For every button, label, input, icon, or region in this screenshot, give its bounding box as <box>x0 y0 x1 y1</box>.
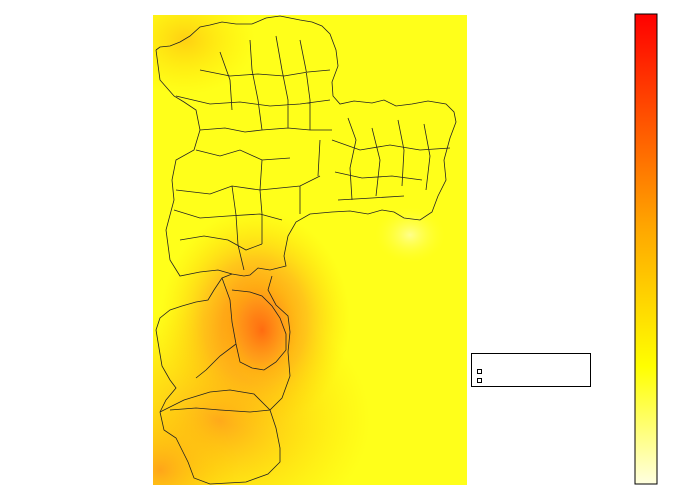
destination-swatch-icon <box>477 377 482 383</box>
district-boundaries <box>155 15 457 485</box>
colorbar-gradient <box>634 13 658 485</box>
legend-item-origin <box>477 367 487 375</box>
legend-item-destination <box>477 376 487 384</box>
legend <box>471 353 591 387</box>
gwr-surface <box>153 15 467 485</box>
origin-swatch-icon <box>477 368 482 374</box>
